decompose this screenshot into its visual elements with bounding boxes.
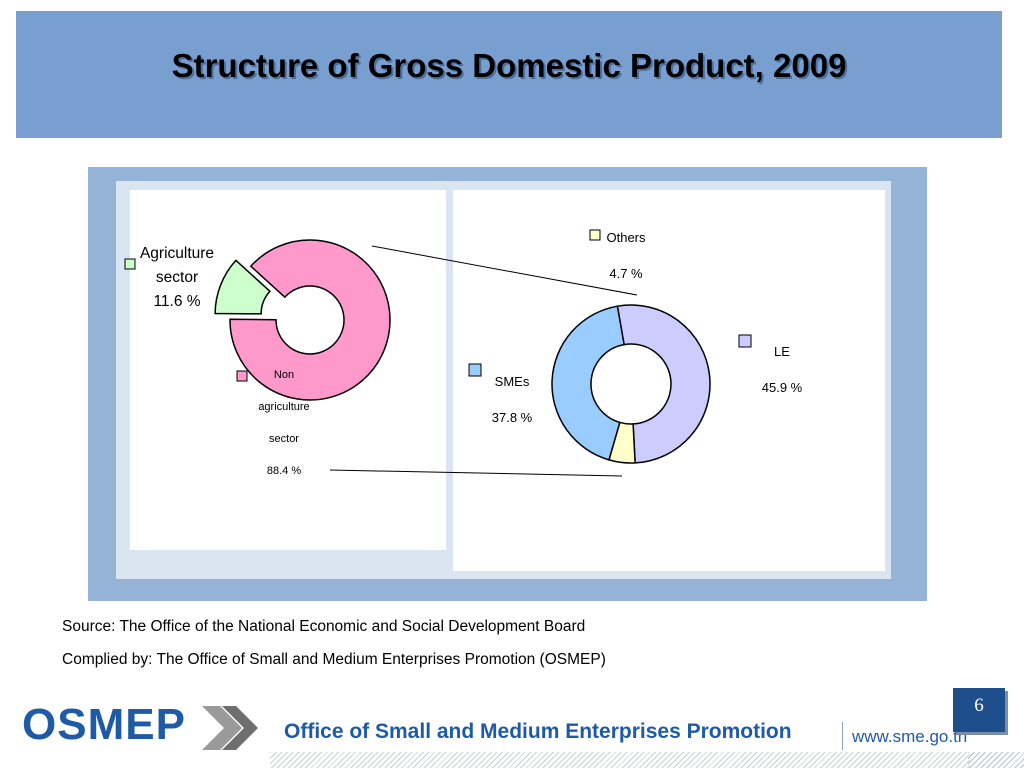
source-note: Source: The Office of the National Econo…	[62, 618, 586, 635]
label-agriculture-line2: sector	[155, 269, 199, 286]
label-non-agriculture: Non agriculture sector 88.4 %	[240, 359, 328, 487]
website-link[interactable]: www.sme.go.th	[852, 727, 968, 746]
value-agriculture: 11.6 %	[153, 293, 201, 310]
legend-key-non-agriculture	[236, 370, 248, 382]
legend-key-smes	[468, 363, 482, 377]
page-number: 6	[953, 688, 1005, 732]
right-chart-panel	[453, 190, 885, 571]
label-others-name: Others	[606, 230, 646, 245]
label-agriculture: Agriculture sector 11.6 %	[136, 242, 218, 314]
left-donut	[214, 239, 391, 401]
legend-key-agriculture	[124, 258, 136, 270]
value-le: 45.9 %	[761, 380, 803, 395]
footer-hatch	[270, 752, 970, 768]
label-smes-name: SMEs	[494, 374, 530, 389]
osmep-logo: OSMEP	[22, 700, 186, 749]
compiled-by-note: Complied by: The Office of Small and Med…	[62, 651, 606, 668]
donut-slice-agriculture-sector	[214, 259, 271, 315]
label-non-agriculture-line1: Non	[273, 369, 295, 381]
footer-divider	[842, 722, 843, 750]
label-le: LE 45.9 %	[751, 334, 813, 406]
title-band: Structure of Gross Domestic Product, 200…	[16, 11, 1002, 138]
label-smes: SMEs 37.8 %	[482, 364, 542, 436]
donut-slice-non-agriculture-sector	[229, 239, 391, 401]
connector-line-bottom	[329, 469, 623, 477]
footer-hatch-right	[968, 752, 1024, 768]
slide-title: Structure of Gross Domestic Product, 200…	[171, 47, 847, 84]
label-non-agriculture-line2: agriculture	[258, 401, 310, 413]
legend-key-others	[589, 229, 601, 241]
connector-line-top	[371, 245, 638, 296]
donut-slice-others	[608, 421, 636, 464]
right-donut	[551, 304, 711, 464]
donut-slice-le	[616, 304, 711, 464]
donut-slice-smes	[551, 305, 625, 461]
org-name: Office of Small and Medium Enterprises P…	[284, 720, 792, 743]
legend-key-le	[738, 334, 752, 348]
value-others: 4.7 %	[609, 266, 643, 281]
label-others: Others 4.7 %	[596, 220, 656, 292]
logo-chevrons-icon	[202, 706, 258, 750]
value-non-agriculture: 88.4 %	[266, 465, 302, 477]
label-agriculture-line1: Agriculture	[139, 245, 215, 262]
label-le-name: LE	[774, 344, 790, 359]
value-smes: 37.8 %	[491, 410, 533, 425]
label-non-agriculture-line3: sector	[269, 433, 299, 445]
